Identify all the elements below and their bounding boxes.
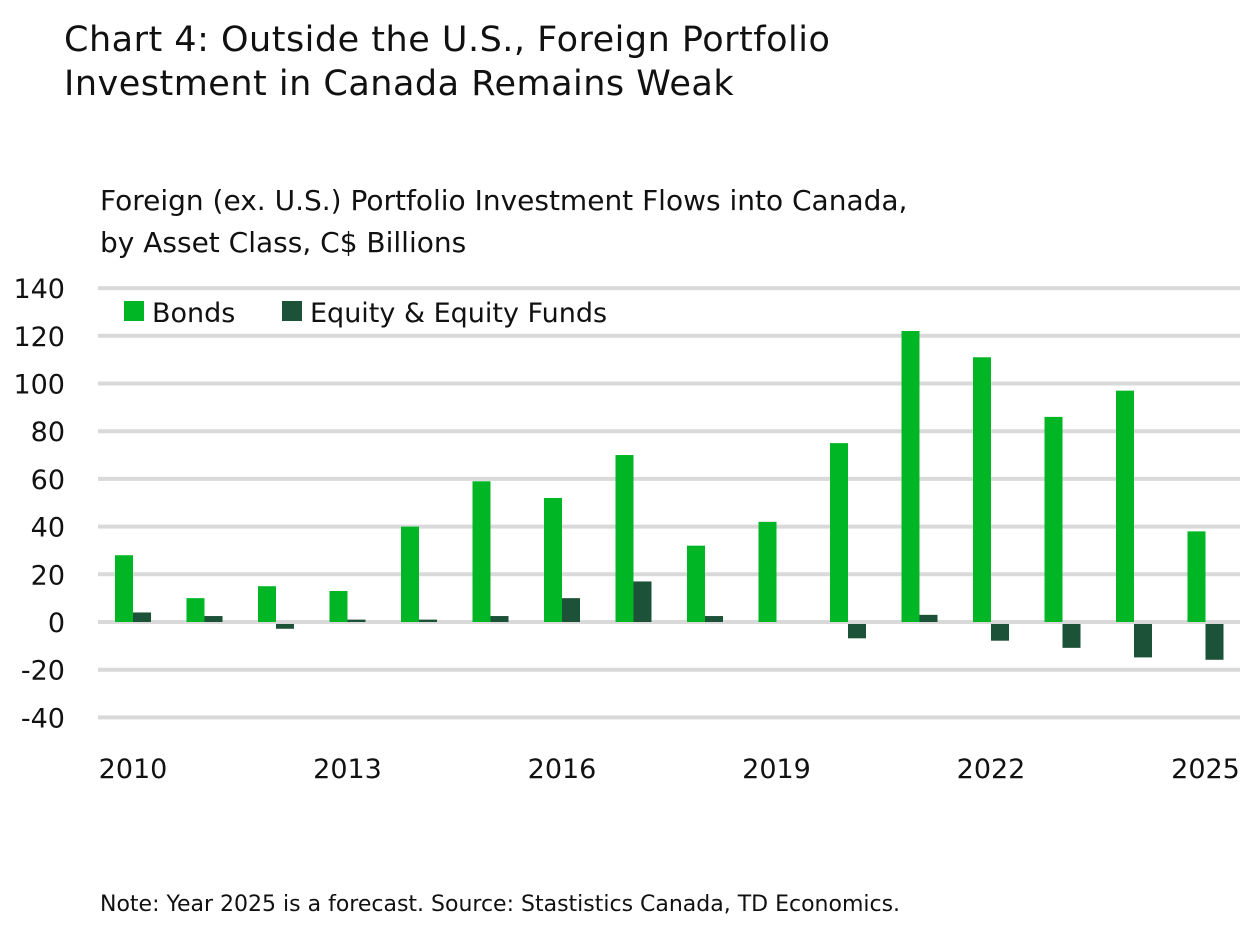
bonds-bar-2019 — [758, 521, 777, 622]
equity-bar-2014 — [419, 619, 437, 622]
legend-swatch-bonds — [124, 301, 144, 321]
equity-bar-2024 — [1134, 624, 1152, 658]
y-tick-label: 100 — [13, 370, 65, 401]
title-line-2: Investment in Canada Remains Weak — [64, 64, 735, 104]
bonds-bar-2012 — [258, 586, 276, 622]
equity-bar-2022 — [991, 624, 1009, 641]
bonds-bar-2017 — [615, 455, 634, 622]
source-note: Note: Year 2025 is a forecast. Source: S… — [100, 892, 901, 917]
equity-bar-2018 — [705, 616, 723, 622]
equity-bar-2013 — [347, 619, 366, 622]
y-tick-label: 140 — [13, 274, 65, 305]
bonds-bar-2018 — [687, 545, 705, 622]
equity-bar-2025 — [1205, 624, 1224, 660]
equity-bar-2017 — [633, 581, 652, 622]
bonds-bar-2021 — [901, 331, 920, 622]
bonds-bar-2013 — [329, 590, 348, 622]
x-tick-label: 2025 — [1171, 754, 1240, 785]
bonds-bar-2016 — [544, 497, 562, 622]
x-tick-label: 2019 — [742, 754, 811, 785]
equity-bar-2021 — [919, 614, 938, 622]
equity-bar-2020 — [848, 624, 866, 639]
title-line-1: Chart 4: Outside the U.S., Foreign Portf… — [64, 20, 831, 60]
bonds-bar-2020 — [830, 443, 848, 622]
equity-bar-2023 — [1062, 624, 1081, 648]
bonds-bar-2025 — [1187, 531, 1206, 622]
subtitle-line-1: Foreign (ex. U.S.) Portfolio Investment … — [100, 184, 908, 217]
y-tick-label: 60 — [31, 465, 65, 496]
y-tick-label: -40 — [21, 703, 65, 734]
legend-swatch-equity — [282, 301, 302, 321]
chart-subtitle: Foreign (ex. U.S.) Portfolio Investment … — [100, 180, 907, 264]
x-tick-label: 2016 — [528, 754, 597, 785]
chart-title: Chart 4: Outside the U.S., Foreign Portf… — [64, 18, 830, 106]
x-tick-label: 2010 — [99, 754, 168, 785]
x-tick-label: 2013 — [313, 754, 382, 785]
y-tick-label: 120 — [13, 322, 65, 353]
equity-bar-2011 — [204, 616, 223, 622]
legend-label-equity: Equity & Equity Funds — [310, 298, 607, 329]
y-tick-label: 80 — [31, 417, 65, 448]
y-tick-label: -20 — [21, 656, 65, 687]
y-tick-label: 0 — [48, 608, 65, 639]
equity-bar-2012 — [276, 624, 294, 629]
legend-label-bonds: Bonds — [152, 298, 235, 329]
bonds-bar-2010 — [115, 555, 133, 622]
x-tick-label: 2022 — [957, 754, 1026, 785]
y-tick-label: 40 — [31, 513, 65, 544]
equity-bar-2015 — [490, 616, 509, 622]
subtitle-line-2: by Asset Class, C$ Billions — [100, 226, 467, 259]
bonds-bar-2023 — [1044, 416, 1063, 622]
bonds-bar-2022 — [973, 357, 991, 622]
equity-bar-2010 — [133, 612, 151, 622]
bonds-bar-2014 — [401, 526, 419, 622]
bonds-bar-2011 — [186, 598, 205, 622]
bonds-bar-2015 — [472, 481, 491, 622]
equity-bar-2016 — [562, 598, 580, 622]
y-tick-label: 20 — [31, 560, 65, 591]
bonds-bar-2024 — [1116, 390, 1134, 622]
